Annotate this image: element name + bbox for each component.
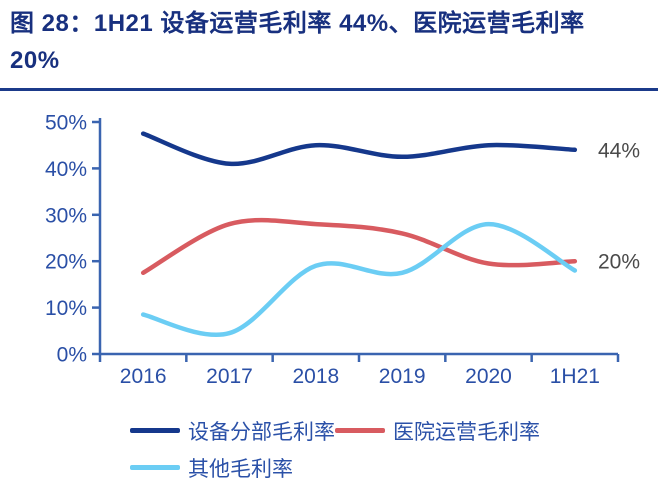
- legend-swatch-cyan-line: [130, 465, 180, 470]
- chart-canvas: 0% 10% 20% 30% 40% 50% 2016 2017 2018 2019 2020 1H2…: [45, 112, 640, 389]
- svg-text:20%: 20%: [45, 251, 87, 274]
- svg-text:40%: 40%: [45, 158, 87, 181]
- legend-row-2: 其他毛利率: [130, 449, 540, 486]
- figure-title: 图 28：1H21 设备运营毛利率 44%、医院运营毛利率 20%: [10, 10, 585, 74]
- legend-row-1: 设备分部毛利率 医院运营毛利率: [130, 412, 540, 449]
- title-divider: [0, 88, 658, 91]
- legend-label-equipment: 设备分部毛利率: [188, 420, 335, 444]
- svg-text:2017: 2017: [206, 365, 253, 388]
- svg-text:2016: 2016: [120, 365, 167, 388]
- svg-text:20%: 20%: [598, 251, 640, 274]
- svg-text:44%: 44%: [598, 139, 640, 162]
- legend-item-equipment: 设备分部毛利率: [130, 416, 335, 446]
- svg-text:10%: 10%: [45, 297, 87, 320]
- chart-legend: 设备分部毛利率 医院运营毛利率 其他毛利率: [130, 412, 540, 486]
- legend-item-hospital: 医院运营毛利率: [335, 416, 540, 446]
- legend-swatch-red-line: [335, 428, 385, 433]
- svg-text:30%: 30%: [45, 204, 87, 227]
- legend-item-other: 其他毛利率: [130, 453, 293, 483]
- legend-swatch-navy-line: [130, 428, 180, 433]
- svg-text:2019: 2019: [379, 365, 426, 388]
- svg-text:2018: 2018: [292, 365, 339, 388]
- svg-text:50%: 50%: [45, 112, 87, 135]
- svg-text:0%: 0%: [57, 344, 87, 367]
- svg-text:1H21: 1H21: [550, 365, 600, 388]
- line-chart: 0% 10% 20% 30% 40% 50% 2016 2017 2018 2019 2020 1H2…: [0, 95, 658, 407]
- svg-text:2020: 2020: [465, 365, 512, 388]
- legend-label-hospital: 医院运营毛利率: [393, 420, 540, 444]
- legend-label-other: 其他毛利率: [188, 457, 293, 481]
